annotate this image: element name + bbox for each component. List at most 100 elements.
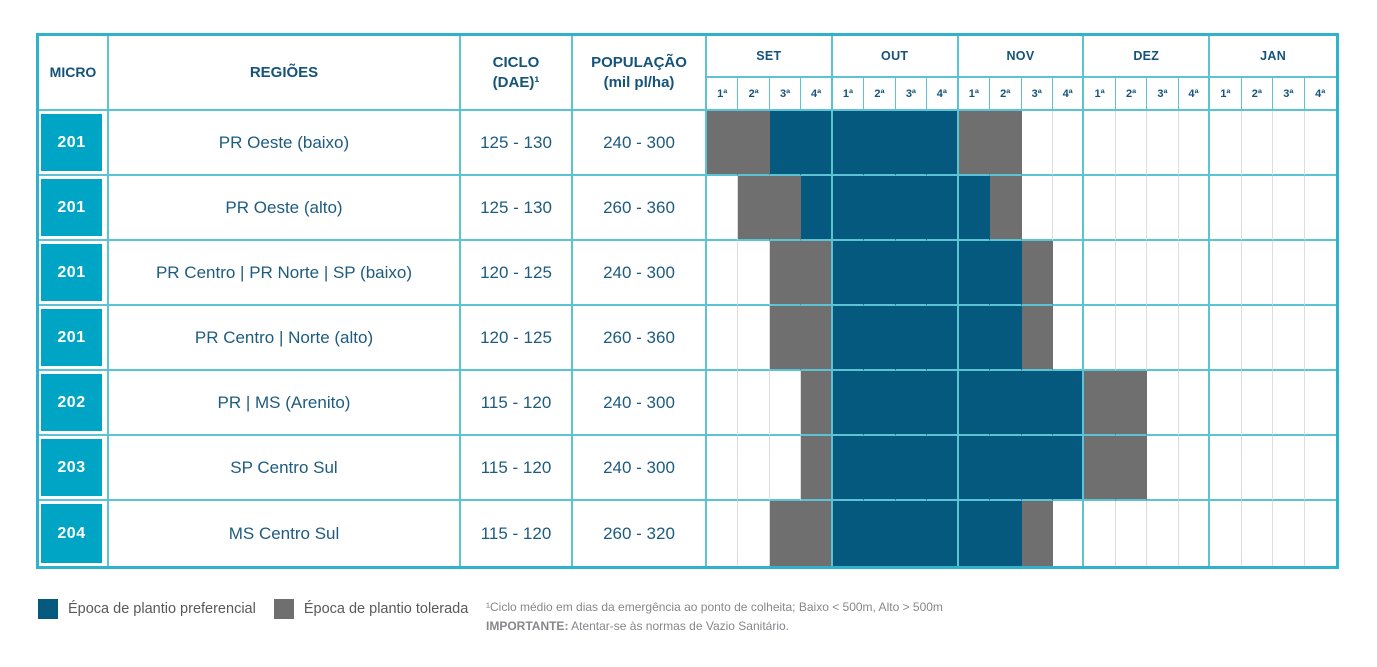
calendar-cell-preferencial [927,501,959,566]
calendar-cell-empty [1084,111,1116,176]
calendar-cell-preferencial [1021,436,1053,501]
micro-cell: 201 [39,306,109,371]
micro-badge: 201 [41,114,102,171]
month-header-dez: DEZ [1084,36,1211,78]
calendar-cell-tolerada [1021,501,1053,566]
calendar-cell-empty [1178,241,1211,306]
calendar-cell-empty [1241,436,1274,501]
calendar-cell-empty [1147,111,1179,176]
calendar-cell-preferencial [864,111,896,176]
calendar-cell-empty [1084,501,1116,566]
header-populacao: POPULAÇÃO (mil pl/ha) [573,36,707,111]
calendar-cell-empty [738,436,770,501]
calendar-cell-empty [1115,176,1148,241]
calendar-cell-empty [1241,501,1274,566]
calendar-cell-empty [707,306,739,371]
footnote-importante: IMPORTANTE: Atentar-se às normas de Vazi… [486,617,943,636]
calendar-cell-empty [1052,111,1085,176]
region-cell: PR | MS (Arenito) [109,371,461,436]
calendar-cell-preferencial [958,371,991,436]
calendar-cell-empty [1241,176,1274,241]
calendar-cell-empty [1178,306,1211,371]
calendar-cell-preferencial [958,176,991,241]
calendar-cell-preferencial [832,501,865,566]
calendar-cell-empty [1178,176,1211,241]
calendar-cell-tolerada [801,241,833,306]
calendar-cell-preferencial [864,241,896,306]
calendar-cell-preferencial [832,436,865,501]
calendar-cell-empty [1273,241,1305,306]
calendar-cell-empty [1304,306,1336,371]
calendar-cell-preferencial [990,371,1022,436]
calendar-cell-preferencial [832,371,865,436]
legend-item-preferencial: Época de plantio preferencial [38,599,256,619]
calendar-cell-tolerada [769,176,802,241]
month-header-nov: NOV [958,36,1085,78]
calendar-cell-preferencial [990,306,1022,371]
header-micro: MICRO [39,36,109,111]
micro-cell: 201 [39,241,109,306]
calendar-cell-empty [1241,241,1274,306]
calendar-cell-preferencial [927,306,959,371]
footnotes: ¹Ciclo médio em dias da emergência ao po… [486,598,943,635]
populacao-cell: 240 - 300 [573,241,707,306]
calendar-cell-empty [1304,371,1336,436]
ciclo-cell: 115 - 120 [461,371,573,436]
region-cell: SP Centro Sul [109,436,461,501]
header-ciclo: CICLO (DAE)¹ [461,36,573,111]
week-header: 3ª [1147,78,1179,111]
calendar-cell-empty [1147,436,1179,501]
populacao-cell: 260 - 360 [573,176,707,241]
calendar-cell-empty [1115,111,1148,176]
micro-badge: 204 [41,504,102,563]
week-header: 4ª [1052,78,1085,111]
calendar-cell-preferencial [895,436,928,501]
calendar-cell-empty [707,501,739,566]
ciclo-cell: 120 - 125 [461,241,573,306]
region-cell: PR Oeste (baixo) [109,111,461,176]
calendar-cell-preferencial [769,111,802,176]
calendar-cell-empty [1273,436,1305,501]
calendar-cell-preferencial [990,436,1022,501]
week-header: 3ª [1021,78,1053,111]
calendar-cell-preferencial [1021,371,1053,436]
calendar-cell-preferencial [990,241,1022,306]
calendar-cell-empty [1178,371,1211,436]
calendar-cell-empty [1084,176,1116,241]
calendar-cell-preferencial [864,501,896,566]
region-cell: MS Centro Sul [109,501,461,566]
calendar-cell-tolerada [990,176,1022,241]
calendar-cell-empty [1304,111,1336,176]
micro-badge: 202 [41,374,102,431]
legend-label-preferencial: Época de plantio preferencial [68,601,256,617]
calendar-cell-empty [1084,306,1116,371]
calendar-cell-tolerada [1084,436,1116,501]
micro-cell: 201 [39,176,109,241]
calendar-cell-preferencial [832,111,865,176]
micro-cell: 203 [39,436,109,501]
calendar-cell-empty [738,306,770,371]
calendar-cell-tolerada [958,111,991,176]
calendar-cell-empty [1273,501,1305,566]
calendar-cell-empty [1147,501,1179,566]
calendar-cell-empty [1304,241,1336,306]
calendar-cell-empty [1147,176,1179,241]
populacao-cell: 240 - 300 [573,111,707,176]
populacao-cell: 240 - 300 [573,371,707,436]
calendar-cell-empty [1210,241,1242,306]
calendar-cell-preferencial [1052,371,1085,436]
calendar-cell-tolerada [1021,306,1053,371]
ciclo-cell: 120 - 125 [461,306,573,371]
calendar-cell-empty [1052,306,1085,371]
week-header: 2ª [1115,78,1148,111]
micro-badge: 201 [41,309,102,366]
calendar-cell-empty [1273,176,1305,241]
calendar-cell-empty [1210,306,1242,371]
calendar-cell-empty [1178,501,1211,566]
micro-cell: 204 [39,501,109,566]
week-header: 1ª [707,78,739,111]
calendar-cell-empty [738,241,770,306]
calendar-cell-empty [1241,306,1274,371]
footnote-importante-label: IMPORTANTE: [486,618,569,633]
calendar-cell-preferencial [864,371,896,436]
